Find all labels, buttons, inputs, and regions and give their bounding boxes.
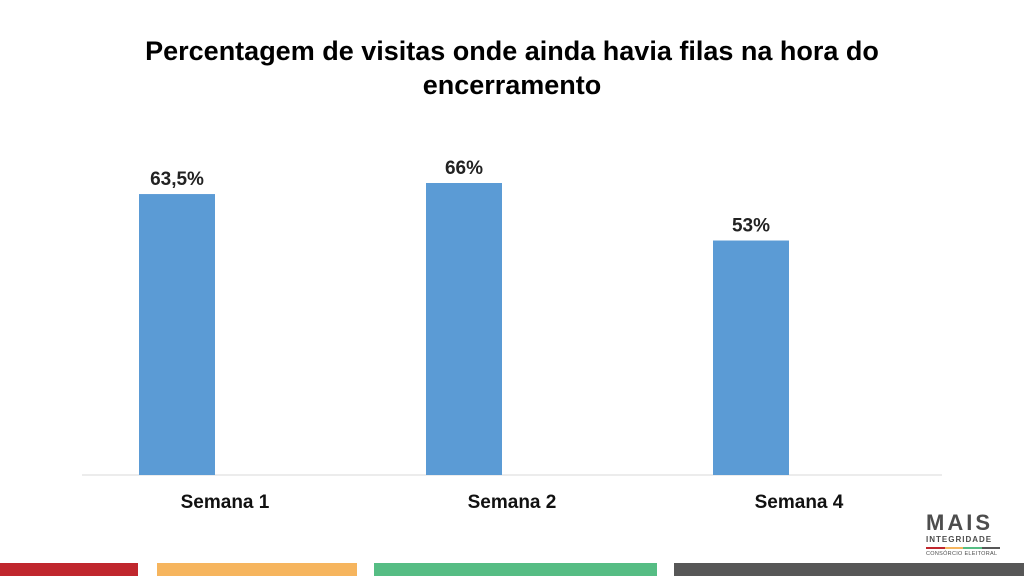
logo-rule-red <box>926 547 945 549</box>
category-label-semana-1: Semana 1 <box>181 492 270 513</box>
footer-stripe-green <box>374 563 657 576</box>
data-label-semana-4: 53% <box>732 216 770 237</box>
category-label-semana-4: Semana 4 <box>755 492 844 513</box>
logo-color-rule <box>926 547 1000 549</box>
logo-main-text: MAIS <box>926 510 993 535</box>
footer-stripe-red <box>0 563 138 576</box>
chart-title-line-2: encerramento <box>422 70 602 100</box>
footer-stripe-gray <box>674 563 1024 576</box>
logo-tagline: CONSÓRCIO ELEITORAL <box>926 551 998 557</box>
logo-rule-gray <box>981 547 1000 549</box>
footer-stripe-orange <box>157 563 357 576</box>
bar-semana-2 <box>426 183 502 475</box>
category-label-semana-2: Semana 2 <box>468 492 557 513</box>
data-label-semana-2: 66% <box>445 158 483 179</box>
chart-title: Percentagem de visitas onde ainda havia … <box>60 34 964 102</box>
logo: MAIS INTEGRIDADE CONSÓRCIO ELEITORAL <box>926 512 1002 557</box>
bar-semana-1 <box>139 194 215 475</box>
logo-rule-green <box>963 547 982 549</box>
logo-sub-text: INTEGRIDADE <box>926 535 993 544</box>
bar-semana-4 <box>713 240 789 475</box>
chart-title-line-1: Percentagem de visitas onde ainda havia … <box>145 36 879 66</box>
logo-rule-orange <box>944 547 963 549</box>
data-label-semana-1: 63,5% <box>150 169 204 190</box>
